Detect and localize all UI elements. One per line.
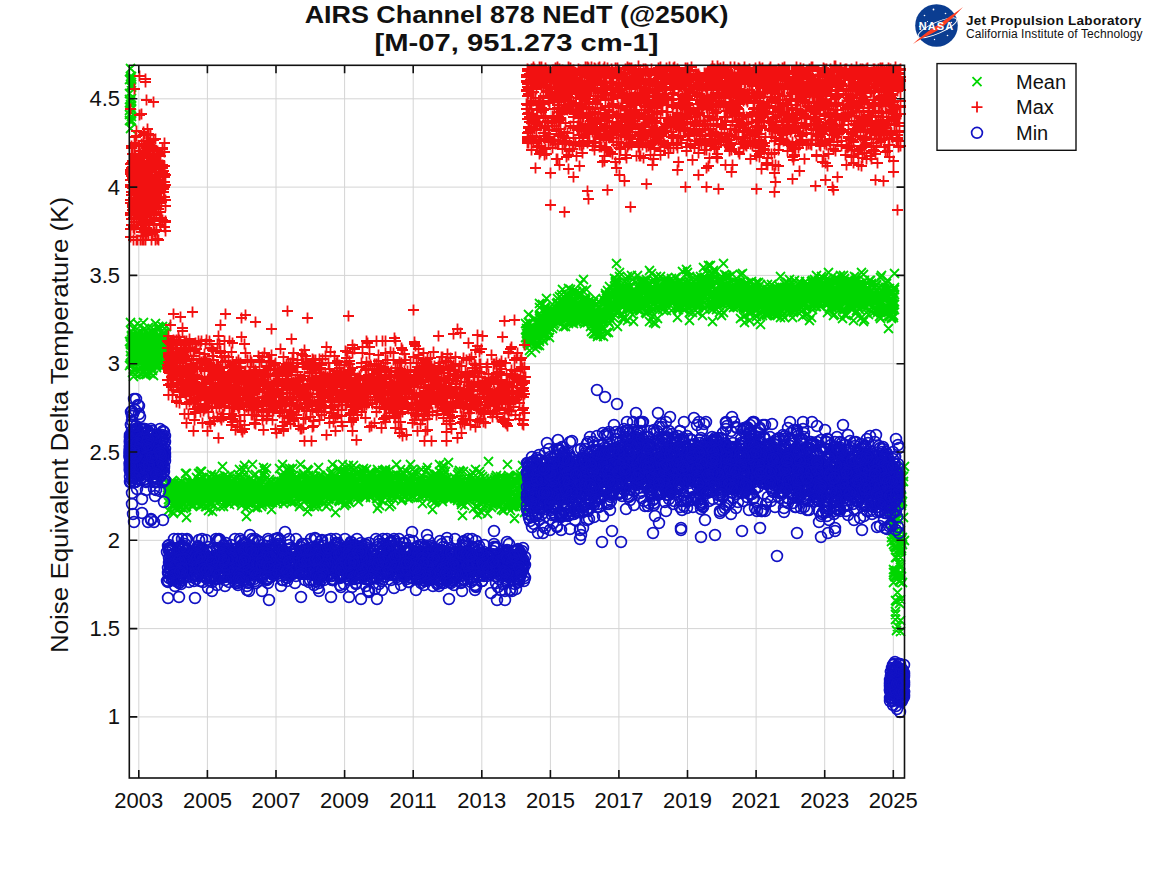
svg-text:NASA: NASA <box>919 20 955 32</box>
svg-text:2013: 2013 <box>457 788 506 813</box>
svg-text:Min: Min <box>1016 122 1048 144</box>
svg-text:Noise Equivalent Delta Tempera: Noise Equivalent Delta Temperature (K) <box>46 197 73 653</box>
svg-text:4: 4 <box>108 175 120 200</box>
svg-text:Max: Max <box>1016 96 1054 118</box>
svg-text:4.5: 4.5 <box>89 86 120 111</box>
svg-text:2025: 2025 <box>869 788 918 813</box>
svg-text:California Institute of Techno: California Institute of Technology <box>966 27 1143 41</box>
svg-text:1.5: 1.5 <box>89 616 120 641</box>
svg-text:2: 2 <box>108 528 120 553</box>
svg-text:2009: 2009 <box>320 788 369 813</box>
svg-text:AIRS Channel 878 NEdT (@250K): AIRS Channel 878 NEdT (@250K) <box>305 2 729 28</box>
svg-text:2011: 2011 <box>390 788 437 813</box>
svg-text:2007: 2007 <box>252 788 301 813</box>
svg-text:2019: 2019 <box>663 788 712 813</box>
svg-text:3.5: 3.5 <box>89 263 120 288</box>
svg-text:2021: 2021 <box>732 788 781 813</box>
svg-text:2003: 2003 <box>114 788 163 813</box>
svg-text:[M-07, 951.273 cm-1]: [M-07, 951.273 cm-1] <box>375 30 659 56</box>
svg-text:2015: 2015 <box>526 788 575 813</box>
svg-text:Mean: Mean <box>1016 71 1066 93</box>
svg-text:1: 1 <box>108 704 120 729</box>
svg-text:3: 3 <box>108 351 120 376</box>
svg-text:2005: 2005 <box>183 788 232 813</box>
svg-text:2.5: 2.5 <box>89 440 120 465</box>
svg-text:2023: 2023 <box>800 788 849 813</box>
svg-text:2017: 2017 <box>594 788 643 813</box>
